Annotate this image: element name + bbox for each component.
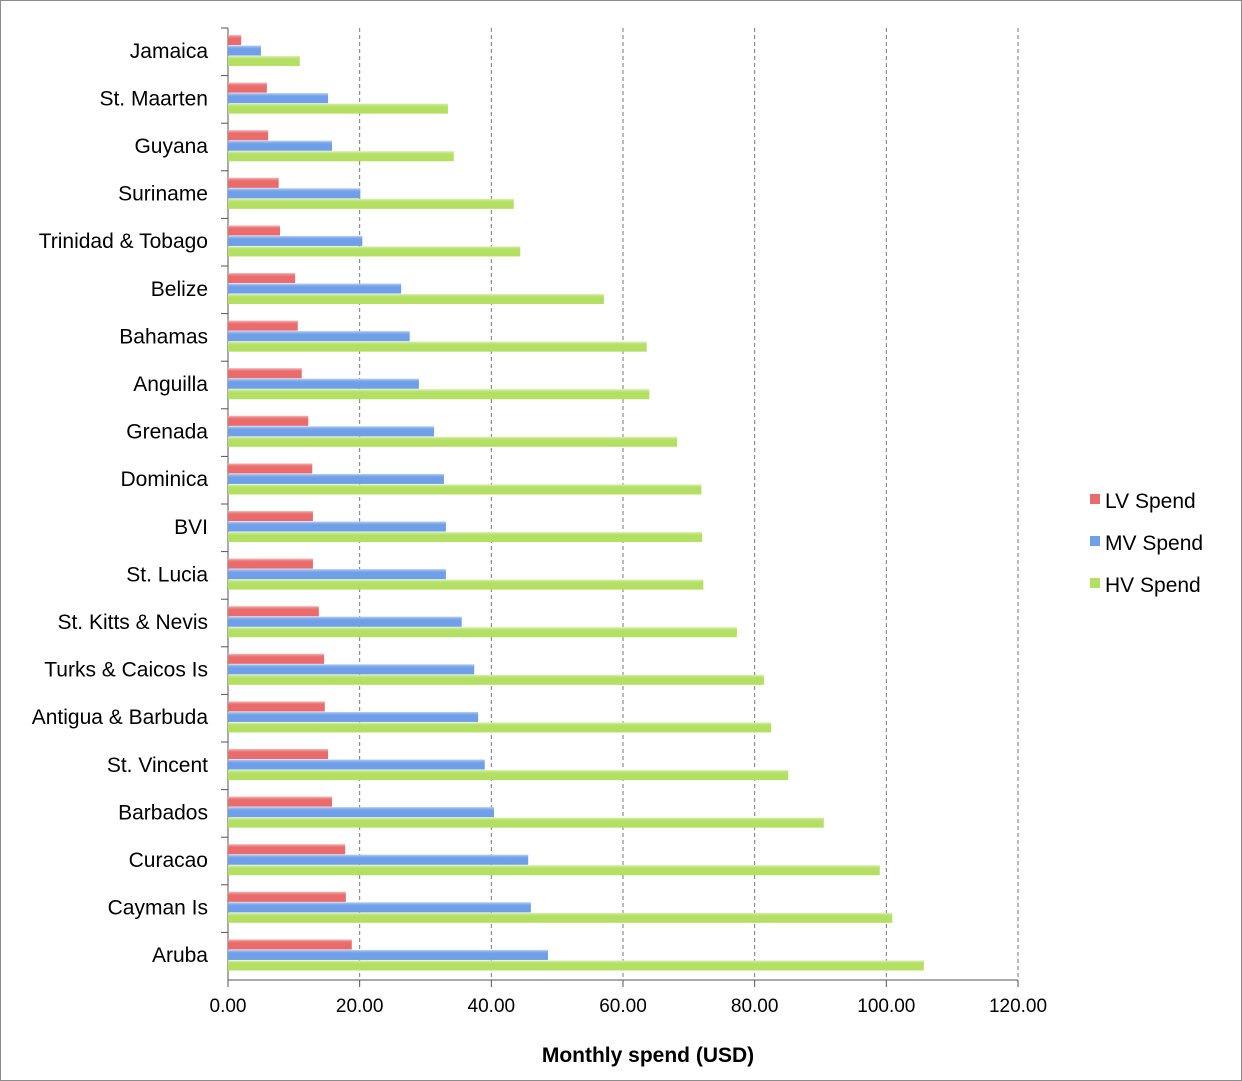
category-label: Anguilla [133,373,208,396]
bar-highlight [228,93,329,104]
bar-highlight [228,749,329,760]
legend-label: HV Spend [1105,574,1201,597]
bar-highlight [228,177,279,188]
legend-swatch [1090,536,1100,546]
bar-highlight [228,188,361,199]
bar-highlight [228,902,531,913]
bar-highlight [228,532,702,543]
bar-highlight [228,817,824,828]
bar-highlight [228,45,261,56]
category-label: BVI [174,516,208,539]
bar-highlight [228,140,333,151]
bar-highlight [228,521,446,532]
bar-highlight [228,844,346,855]
bar-highlight [228,463,313,474]
legend-swatch [1090,578,1100,588]
bar-highlight [228,389,650,400]
bar-highlight [228,616,462,627]
category-label: Suriname [118,183,208,206]
bar-highlight [228,653,325,664]
category-label: Cayman Is [108,897,208,920]
x-tick-label: 60.00 [599,996,647,1017]
bar-highlight [228,569,446,580]
bar-highlight [228,711,479,722]
bar-highlight [228,484,702,495]
x-tick-label: 40.00 [468,996,516,1017]
bar-highlight [228,770,789,781]
bar-highlight [228,378,419,389]
category-label: Trinidad & Tobago [39,230,208,253]
bar-highlight [228,865,880,876]
bar-highlight [228,960,924,971]
category-label: St. Lucia [126,563,208,586]
bar-highlight [228,130,269,141]
bar-highlight [228,415,309,426]
x-tick-label: 0.00 [210,996,247,1017]
x-tick-label: 120.00 [989,996,1047,1017]
bar-highlight [228,273,296,284]
bar-highlight [228,891,346,902]
bar-highlight [228,151,454,162]
category-label: Bahamas [119,325,208,348]
bar-highlight [228,606,319,617]
legend-label: LV Spend [1105,490,1196,513]
bar-highlight [228,854,529,865]
bar-highlight [228,701,325,712]
x-axis-title: Monthly spend (USD) [542,1044,754,1067]
category-label: Jamaica [130,40,209,63]
x-tick-label: 20.00 [336,996,384,1017]
bar-highlight [228,341,647,352]
legend-swatch [1090,494,1100,504]
bar-highlight [228,912,893,923]
category-label: Aruba [152,944,208,967]
bar-highlight [228,939,352,950]
bar-highlight [228,759,485,770]
bar-highlight [228,283,402,294]
bar-highlight [228,807,494,818]
bar-highlight [228,558,313,569]
bar-highlight [228,294,604,305]
bar-highlight [228,949,548,960]
bar-highlight [228,473,444,484]
category-label: St. Kitts & Nevis [57,611,208,634]
bar-highlight [228,320,298,331]
bar-highlight [228,368,302,379]
x-tick-label: 100.00 [857,996,915,1017]
bar-highlight [228,664,475,675]
category-label: Turks & Caicos Is [44,659,208,682]
category-label: St. Vincent [107,754,208,777]
bar-highlight [228,331,410,342]
bar-highlight [228,103,448,114]
x-tick-label: 80.00 [731,996,779,1017]
bar-highlight [228,426,435,437]
category-label: Antigua & Barbuda [32,706,209,729]
bar-highlight [228,82,267,93]
category-label: Grenada [126,421,208,444]
legend-label: MV Spend [1105,532,1203,555]
bar-highlight [228,722,772,733]
bar-highlight [228,511,313,522]
bar-highlight [228,674,764,685]
bar-highlight [228,225,281,236]
bar-highlight [228,436,677,447]
bar-highlight [228,235,363,246]
bar-highlight [228,246,521,257]
category-label: Guyana [134,135,208,158]
category-label: Belize [151,278,208,301]
category-label: Barbados [118,801,208,824]
bar-highlight [228,35,242,46]
bar-highlight [228,198,514,209]
category-label: Dominica [120,468,208,491]
category-label: St. Maarten [99,87,208,110]
category-label: Curacao [129,849,208,872]
bar-highlight [228,56,300,67]
bar-highlight [228,627,737,638]
bar-highlight [228,579,704,590]
bar-highlight [228,796,333,807]
